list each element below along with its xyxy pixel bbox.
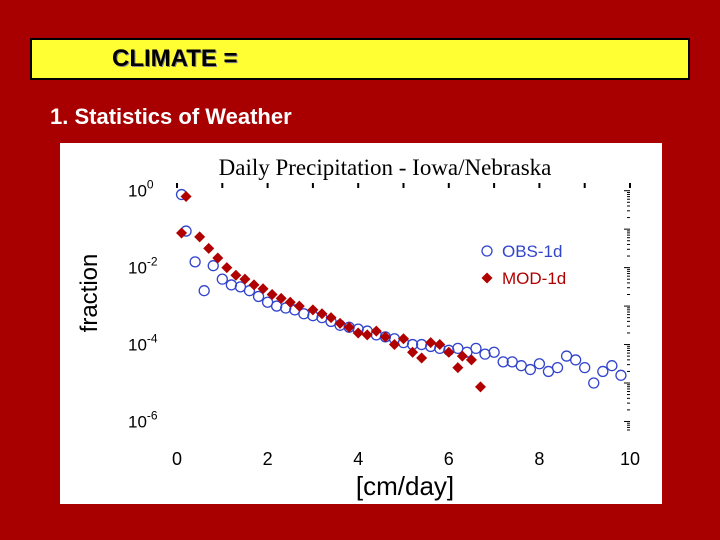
mod-point — [203, 242, 215, 254]
legend-mod-marker — [481, 272, 493, 284]
mod-point — [407, 346, 419, 358]
obs-point — [479, 348, 491, 360]
slide-title: CLIMATE = — [112, 45, 238, 72]
mod-point — [475, 381, 487, 393]
mod-point — [398, 333, 409, 345]
obs-series — [175, 188, 627, 389]
mod-point — [266, 289, 278, 301]
mod-point — [465, 354, 477, 366]
mod-point — [443, 346, 455, 358]
mod-point — [180, 190, 192, 202]
mod-point — [316, 308, 328, 320]
x-tick-labels: 0 2 4 6 8 10 — [172, 449, 640, 469]
mod-point — [239, 273, 251, 285]
mod-point — [284, 296, 296, 308]
x-tick-label: 0 — [172, 449, 182, 469]
mod-point — [456, 350, 468, 362]
obs-point — [588, 377, 600, 389]
title-bar: CLIMATE = — [30, 38, 690, 80]
obs-point — [470, 342, 482, 355]
x-tick-label: 4 — [353, 449, 363, 469]
obs-point — [606, 360, 618, 372]
legend-obs-label: OBS-1d — [502, 242, 562, 261]
mod-point — [194, 231, 206, 243]
plot-frame — [176, 183, 631, 431]
mod-point — [221, 262, 233, 274]
legend-mod-label: MOD-1d — [502, 269, 566, 288]
obs-point — [488, 346, 500, 358]
obs-point — [497, 356, 509, 368]
obs-point — [524, 363, 536, 376]
x-tick-label: 8 — [534, 449, 544, 469]
mod-series — [176, 190, 487, 393]
obs-point — [579, 361, 591, 374]
mod-point — [434, 339, 446, 351]
y-axis-label: fraction — [76, 254, 103, 333]
mod-point — [425, 337, 437, 349]
precip-chart: Daily Precipitation - Iowa/Nebraska frac… — [76, 155, 640, 501]
mod-point — [352, 327, 364, 339]
obs-point — [225, 279, 238, 291]
mod-point — [452, 362, 464, 374]
x-tick-label: 6 — [444, 449, 454, 469]
obs-point — [551, 361, 564, 374]
mod-point — [388, 339, 400, 351]
obs-point — [569, 354, 582, 366]
obs-point — [216, 273, 228, 285]
obs-point — [207, 260, 219, 272]
mod-point — [307, 304, 319, 316]
obs-point — [533, 358, 546, 370]
mod-point — [212, 252, 224, 264]
y-tick-label: 100 — [128, 178, 154, 201]
y-tick-labels: 100 10-2 10-4 10-6 — [128, 178, 158, 432]
mod-point — [370, 325, 382, 337]
x-axis-label: [cm/day] — [356, 471, 454, 501]
mod-point — [361, 329, 373, 341]
obs-point — [198, 285, 210, 297]
mod-point — [257, 283, 269, 295]
x-tick-label: 10 — [620, 449, 640, 469]
x-tick-label: 2 — [263, 449, 273, 469]
obs-point — [615, 369, 627, 381]
y-tick-label: 10-6 — [128, 408, 158, 431]
mod-point — [379, 331, 391, 343]
legend: OBS-1d MOD-1d — [481, 242, 566, 288]
mod-point — [334, 317, 346, 329]
legend-obs-marker — [481, 245, 493, 257]
bullet-text: 1. Statistics of Weather — [50, 104, 292, 129]
mod-point — [230, 269, 242, 281]
y-tick-label: 10-2 — [128, 255, 158, 278]
mod-point — [343, 321, 355, 333]
obs-point — [252, 290, 265, 303]
obs-point — [189, 256, 201, 268]
mod-point — [176, 227, 188, 239]
y-tick-label: 10-4 — [128, 332, 158, 355]
chart-title: Daily Precipitation - Iowa/Nebraska — [219, 155, 552, 180]
mod-point — [416, 352, 428, 364]
mod-point — [275, 292, 287, 304]
mod-point — [293, 300, 305, 312]
chart-panel: Daily Precipitation - Iowa/Nebraska frac… — [60, 143, 662, 504]
mod-point — [325, 312, 337, 324]
mod-point — [248, 279, 260, 291]
obs-point — [597, 365, 609, 378]
